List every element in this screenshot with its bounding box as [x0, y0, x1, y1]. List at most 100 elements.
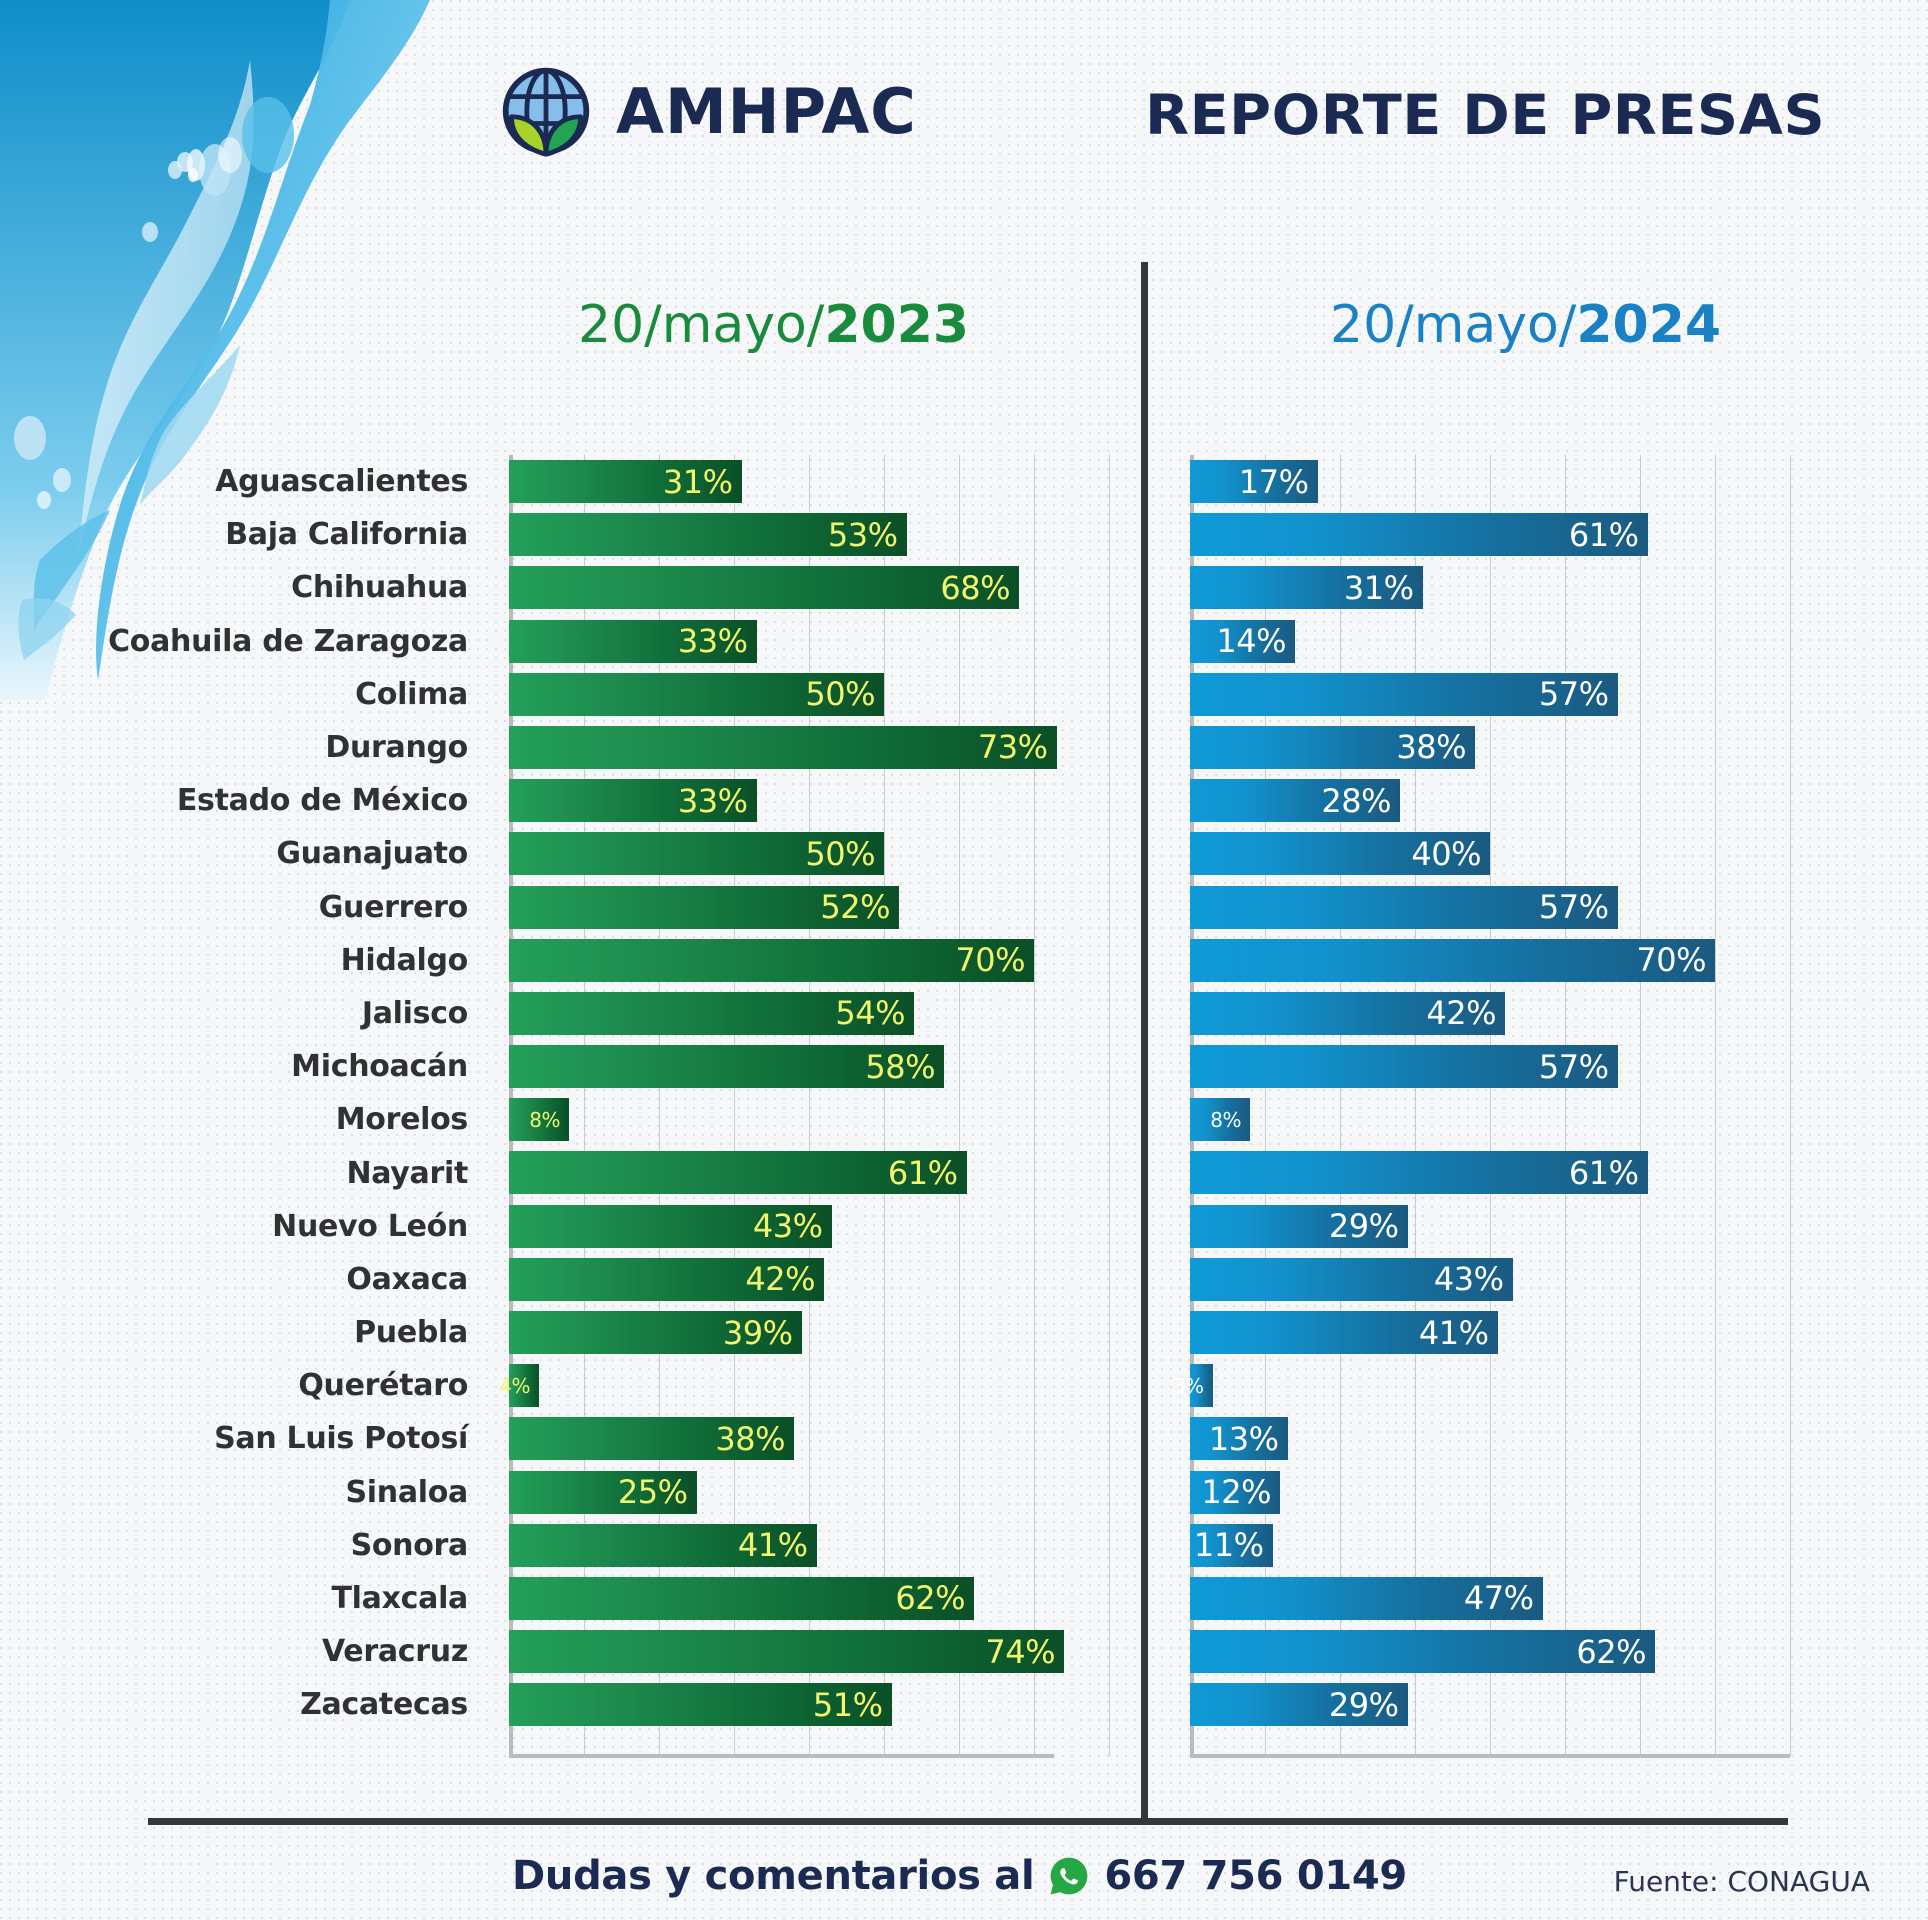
whatsapp-icon[interactable] — [1048, 1855, 1090, 1897]
bar-value-label: 11% — [1193, 1526, 1264, 1565]
chart-row: Baja California 53% 61% — [0, 508, 1928, 561]
bar: 73% — [509, 725, 1057, 769]
bar: 61% — [509, 1151, 967, 1195]
bar-cell: 4% — [499, 1359, 1109, 1412]
bar-value-label: 41% — [1418, 1313, 1489, 1352]
bar: 43% — [509, 1204, 832, 1248]
bar: 61% — [1190, 513, 1648, 557]
bar-cell: 17% — [1190, 455, 1790, 508]
bar: 68% — [509, 566, 1019, 610]
bar-value-label: 70% — [955, 941, 1025, 980]
bar: 13% — [1190, 1417, 1288, 1461]
bar: 57% — [1190, 885, 1618, 929]
bar-cell: 8% — [509, 1093, 1109, 1146]
chart-rows: Aguascalientes 31% 17% Baja California 53% 61… — [0, 455, 1928, 1732]
chart-row: Sinaloa 25% 12% — [0, 1466, 1928, 1519]
bar-cell: 47% — [1190, 1572, 1790, 1625]
bar-value-label: 4% — [499, 1373, 530, 1398]
bar-cell: 8% — [1190, 1093, 1790, 1146]
bar-cell: 40% — [1190, 827, 1790, 880]
chart-row: Guerrero 52% 57% — [0, 881, 1928, 934]
state-label: Durango — [325, 730, 468, 766]
bar-value-label: 43% — [752, 1207, 823, 1246]
bar-value-label: 33% — [677, 781, 748, 820]
bar-cell: 29% — [1190, 1200, 1790, 1253]
bar: 11% — [1190, 1523, 1273, 1567]
bar-cell: 13% — [1190, 1412, 1790, 1465]
bar-value-label: 61% — [887, 1153, 958, 1192]
globe-leaf-logo-icon — [502, 67, 590, 157]
chart-row: Nuevo León 43% 29% — [0, 1200, 1928, 1253]
bar: 61% — [1190, 1151, 1648, 1195]
bar-cell: 33% — [509, 615, 1109, 668]
bar-value-label: 68% — [940, 568, 1010, 607]
chart-row: Nayarit 61% 61% — [0, 1146, 1928, 1199]
bar: 14% — [1190, 619, 1295, 663]
bar-cell: 73% — [509, 721, 1109, 774]
bar-value-label: 50% — [805, 834, 875, 873]
bar-cell: 61% — [1190, 508, 1790, 561]
bar: 31% — [1190, 566, 1423, 610]
bar-value-label: 43% — [1433, 1260, 1504, 1299]
state-label: Nayarit — [346, 1155, 468, 1191]
bar: 39% — [509, 1311, 802, 1354]
bar: 42% — [509, 1257, 824, 1301]
chart-row: Chihuahua 68% 31% — [0, 561, 1928, 614]
bar-value-label: 12% — [1201, 1473, 1271, 1512]
state-label: Morelos — [335, 1102, 469, 1138]
bar-value-label: 29% — [1328, 1207, 1399, 1246]
bar: 42% — [1190, 991, 1505, 1035]
bar-chart: Aguascalientes 31% 17% Baja California 53% 61… — [0, 455, 1928, 1795]
state-label: Sonora — [350, 1527, 469, 1563]
bar-cell: 14% — [1190, 615, 1790, 668]
bar-value-label: 62% — [1576, 1632, 1646, 1671]
state-label: Sinaloa — [345, 1474, 468, 1510]
bar-value-label: 54% — [835, 994, 905, 1033]
date-left-prefix: 20/mayo/ — [578, 295, 825, 355]
bar: 41% — [1190, 1311, 1498, 1354]
chart-row: Oaxaca 42% 43% — [0, 1253, 1928, 1306]
bar: 53% — [509, 513, 907, 557]
bar-value-label: 13% — [1208, 1419, 1279, 1458]
bar-value-label: 51% — [812, 1685, 883, 1724]
chart-row: Estado de México 33% 28% — [0, 774, 1928, 827]
bar: 57% — [1190, 672, 1618, 716]
bar: 8% — [1190, 1098, 1250, 1142]
state-label: Aguascalientes — [215, 464, 468, 500]
bar: 43% — [1190, 1257, 1513, 1301]
bar: 17% — [1190, 460, 1318, 503]
chart-row: Colima 50% 57% — [0, 668, 1928, 721]
bar-value-label: 14% — [1216, 622, 1286, 661]
bar-value-label: 57% — [1538, 888, 1609, 926]
brand-name: AMHPAC — [616, 74, 917, 148]
state-label: Hidalgo — [340, 942, 469, 978]
bar-cell: 31% — [509, 455, 1109, 508]
chart-row: Aguascalientes 31% 17% — [0, 455, 1928, 508]
bar-cell: 11% — [1190, 1519, 1790, 1572]
bar-cell: 41% — [509, 1519, 1109, 1572]
bar-cell: 62% — [1190, 1625, 1790, 1678]
bar-cell: 68% — [509, 561, 1109, 614]
bar-cell: 57% — [1190, 1040, 1790, 1093]
bar-value-label: 8% — [1210, 1107, 1241, 1132]
bar-value-label: 29% — [1328, 1685, 1399, 1724]
bar-value-label: 3% — [1172, 1373, 1204, 1398]
page-title: REPORTE DE PRESAS — [1145, 83, 1826, 147]
bar-value-label: 8% — [529, 1107, 560, 1132]
chart-row: Tlaxcala 62% 47% — [0, 1572, 1928, 1625]
bar-value-label: 17% — [1238, 462, 1309, 501]
bar-cell: 42% — [1190, 987, 1790, 1040]
bar-value-label: 61% — [1568, 515, 1639, 554]
chart-row: Jalisco 54% 42% — [0, 987, 1928, 1040]
bar-cell: 54% — [509, 987, 1109, 1040]
bar-value-label: 73% — [977, 728, 1048, 767]
chart-row: Sonora 41% 11% — [0, 1519, 1928, 1572]
bar-cell: 33% — [509, 774, 1109, 827]
bar: 58% — [509, 1045, 944, 1089]
state-label: Puebla — [354, 1315, 468, 1351]
contact-phone[interactable]: 667 756 0149 — [1104, 1853, 1407, 1899]
bar: 29% — [1190, 1683, 1408, 1727]
bar-value-label: 40% — [1411, 834, 1481, 873]
axis-line-horizontal — [1190, 1753, 1790, 1758]
bar: 40% — [1190, 832, 1490, 876]
